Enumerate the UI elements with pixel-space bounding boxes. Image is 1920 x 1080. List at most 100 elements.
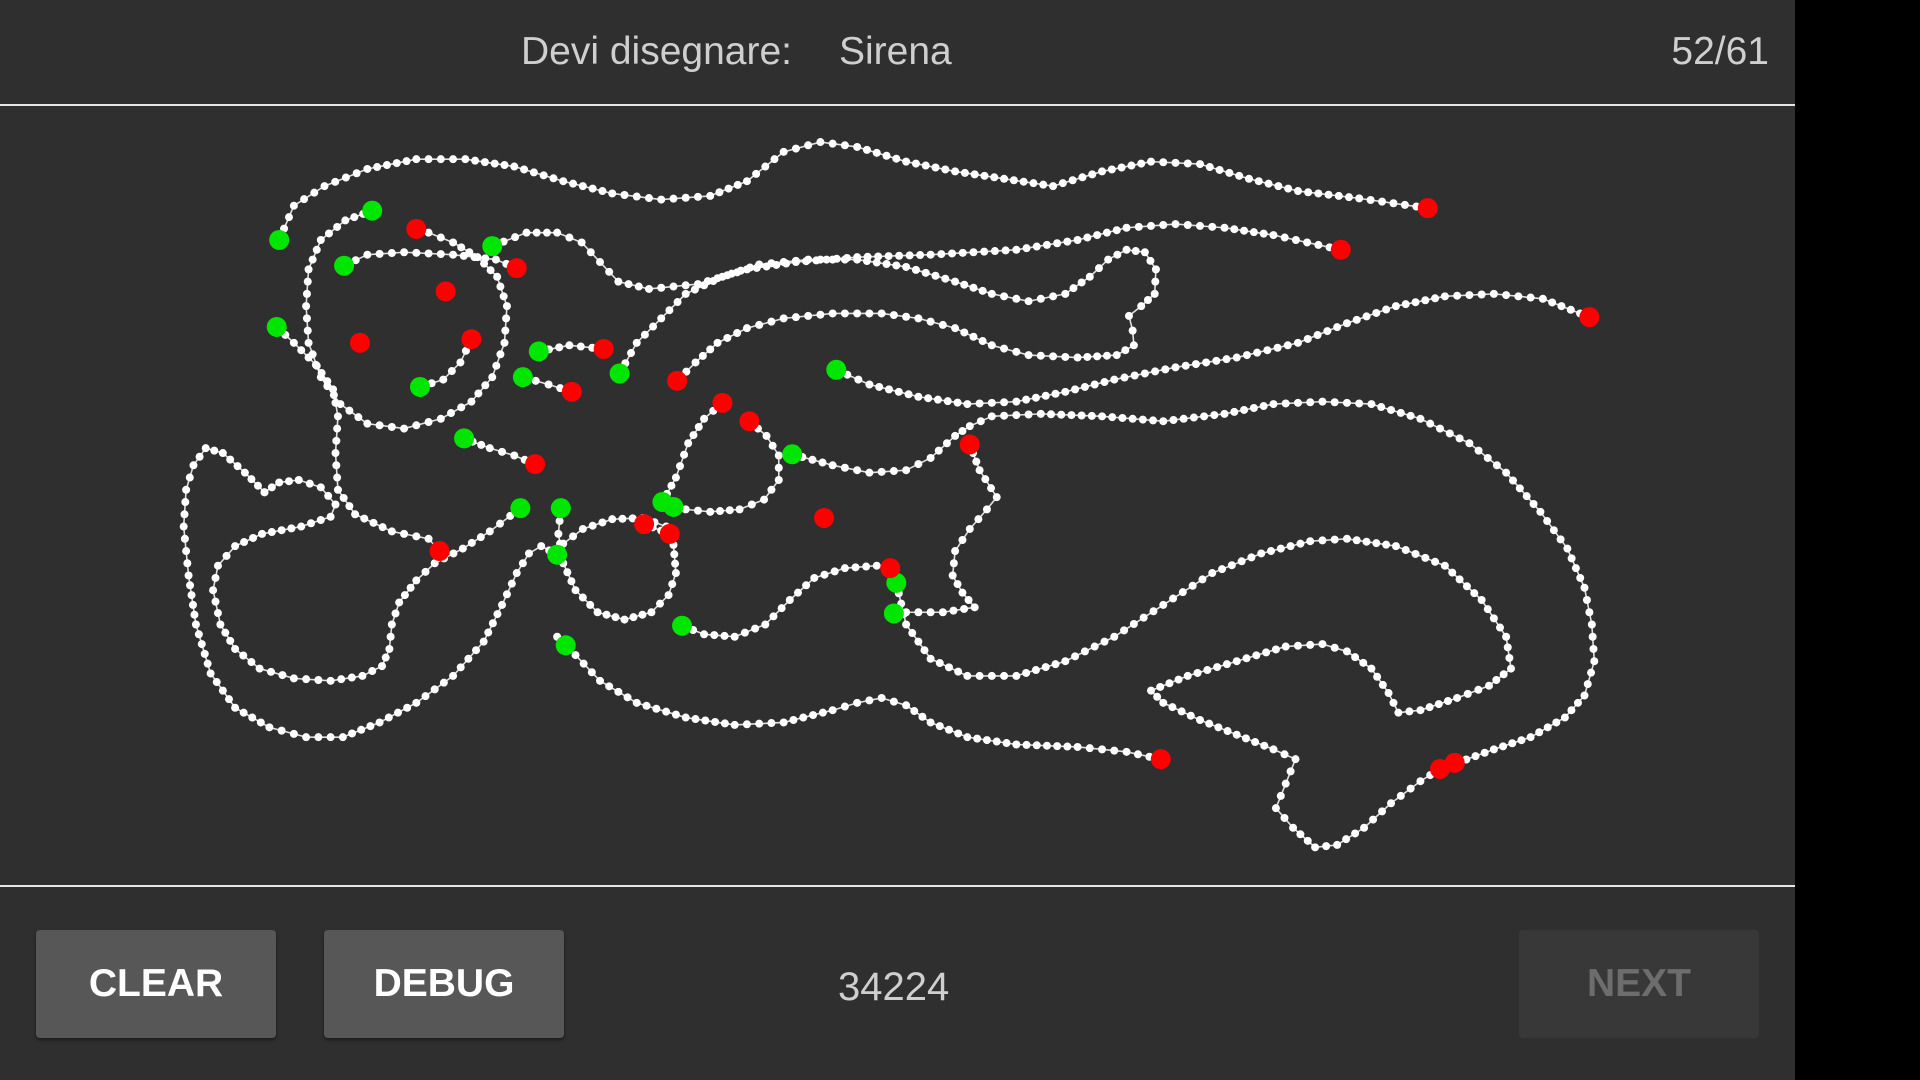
stroke-point — [449, 155, 458, 164]
stroke-point — [284, 477, 293, 486]
stroke-point — [1515, 484, 1524, 493]
stroke-point — [1271, 804, 1280, 813]
stroke-point — [1342, 835, 1351, 844]
stroke-point — [634, 282, 643, 291]
stroke-point — [1411, 549, 1420, 558]
stroke-point — [1281, 779, 1290, 788]
stroke-point — [194, 630, 203, 639]
stroke-point — [506, 511, 515, 520]
stroke-point — [1117, 163, 1126, 172]
stroke-point — [439, 375, 448, 384]
stroke-point — [1213, 663, 1222, 672]
stroke-point — [1012, 245, 1021, 254]
stroke-point — [576, 342, 585, 351]
stroke-point — [1225, 168, 1234, 177]
drawing-canvas[interactable] — [0, 106, 1795, 884]
stroke-point — [1489, 614, 1498, 623]
stroke-point — [312, 245, 321, 254]
stroke-point — [990, 247, 999, 256]
stroke-point — [200, 649, 209, 658]
stroke-point — [1471, 752, 1480, 761]
stroke-point — [565, 233, 574, 242]
stroke-end-marker — [561, 381, 582, 402]
stroke-point — [329, 385, 338, 394]
stroke-point — [231, 703, 240, 712]
stroke-point — [942, 439, 951, 448]
stroke-point — [894, 387, 903, 396]
stroke-point — [1169, 594, 1178, 603]
stroke-point — [1071, 385, 1080, 394]
stroke-point — [375, 249, 384, 258]
stroke-point — [1171, 158, 1180, 167]
stroke-point — [498, 447, 507, 456]
stroke-point — [840, 141, 849, 150]
stroke-point — [1583, 680, 1592, 689]
stroke-point — [1159, 158, 1168, 167]
stroke-point — [1453, 291, 1462, 300]
stroke-point — [189, 461, 198, 470]
stroke-point — [179, 522, 188, 531]
stroke-point — [853, 255, 862, 264]
stroke-point — [337, 675, 346, 684]
stroke-point — [694, 422, 703, 431]
stroke-point — [970, 603, 979, 612]
stroke-point — [969, 332, 978, 341]
stroke-point — [1264, 179, 1273, 188]
stroke-point — [464, 654, 473, 663]
stroke-point — [449, 549, 458, 558]
debug-button[interactable]: DEBUG — [324, 930, 564, 1038]
stroke-start-marker — [782, 444, 803, 465]
stroke-point — [671, 569, 680, 578]
stroke-point — [439, 678, 448, 687]
stroke-point — [209, 586, 218, 595]
stroke-point — [951, 277, 960, 286]
stroke-point — [840, 255, 849, 264]
stroke-end-marker — [525, 454, 546, 475]
stroke-point — [700, 630, 709, 639]
stroke-point — [681, 281, 690, 290]
stroke-point — [302, 675, 311, 684]
stroke-point — [769, 612, 778, 621]
stroke-point — [1344, 193, 1353, 202]
stroke-point — [1318, 536, 1327, 545]
stroke-start-marker — [362, 200, 383, 221]
stroke-point — [1411, 298, 1420, 307]
stroke-point — [1453, 693, 1462, 702]
stroke-point — [555, 517, 564, 526]
stroke-point — [1273, 343, 1282, 352]
stroke-point — [1582, 596, 1591, 604]
stroke-point — [1372, 539, 1381, 548]
stroke-point — [1342, 534, 1351, 543]
stroke-point — [1024, 410, 1033, 419]
stroke-point — [1549, 526, 1558, 535]
stroke-point — [1085, 744, 1094, 753]
stroke-point — [471, 156, 480, 165]
stroke-point — [303, 326, 312, 335]
stroke-point — [1146, 256, 1155, 265]
clear-button[interactable]: CLEAR — [36, 930, 276, 1038]
stroke-start-marker — [482, 236, 503, 257]
stroke-point — [767, 317, 776, 326]
stroke-point — [910, 707, 919, 716]
stroke-point — [284, 213, 293, 222]
stroke-point — [1465, 439, 1474, 448]
stroke-point — [1042, 240, 1051, 249]
stroke-point — [563, 568, 572, 577]
stroke-point — [1322, 842, 1331, 851]
stroke-point — [308, 255, 317, 264]
stroke-point — [730, 632, 739, 641]
stroke-point — [1085, 272, 1094, 281]
stroke-point — [1489, 289, 1498, 298]
stroke-point — [1543, 723, 1552, 732]
stroke-point — [542, 228, 551, 237]
stroke-point — [180, 534, 189, 543]
stroke-point — [1443, 697, 1452, 706]
stroke-point — [789, 716, 798, 724]
stroke-point — [1240, 405, 1249, 414]
stroke-point — [1526, 293, 1535, 302]
stroke-point — [970, 170, 979, 179]
stroke-point — [368, 667, 377, 676]
next-button[interactable]: NEXT — [1519, 930, 1759, 1038]
stroke-point — [302, 733, 311, 742]
stroke-point — [742, 324, 751, 333]
